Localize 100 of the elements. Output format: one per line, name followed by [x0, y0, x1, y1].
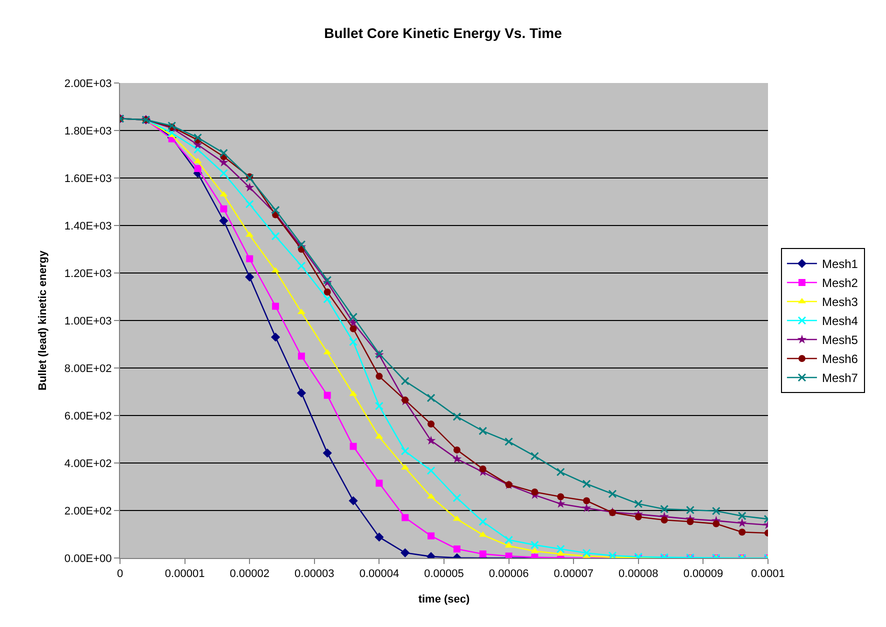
legend-label: Mesh4 [822, 314, 858, 328]
point [270, 332, 280, 342]
x-tick-label: 0.00009 [683, 568, 724, 580]
point [426, 394, 436, 402]
x-tick-label: 0.0001 [751, 568, 785, 580]
point [453, 545, 460, 552]
x-tick-label: 0.00005 [424, 568, 464, 580]
x-tick-label: 0.00001 [164, 568, 205, 580]
point [608, 551, 617, 558]
point [220, 205, 228, 212]
y-axis-title: Bullet (lead) kinetic energy [37, 250, 50, 390]
point [324, 288, 331, 296]
point [634, 500, 643, 508]
x-axis-title: time (sec) [418, 593, 470, 606]
point [168, 128, 176, 138]
x-tick-label: 0.00007 [554, 568, 594, 580]
point [504, 542, 513, 548]
point [400, 376, 410, 386]
point [556, 544, 565, 554]
point [660, 504, 669, 514]
point [374, 402, 384, 410]
point [530, 540, 539, 550]
point [686, 506, 694, 514]
point [194, 145, 202, 154]
point [271, 232, 280, 240]
point [737, 518, 747, 528]
x-tick-label: 0.00002 [230, 568, 270, 580]
point [426, 466, 436, 475]
x-tick-label: 0 [116, 568, 124, 580]
point [556, 550, 565, 556]
point [323, 294, 332, 304]
point [478, 531, 487, 537]
point [479, 465, 486, 472]
legend-label: Mesh2 [822, 276, 858, 290]
point [245, 272, 254, 282]
point [556, 498, 566, 508]
point [348, 496, 358, 506]
legend-label: Mesh5 [822, 333, 858, 348]
point [478, 517, 488, 526]
point [712, 520, 720, 528]
point [634, 513, 642, 520]
x-tick-label: 0.00006 [488, 568, 529, 580]
point [298, 352, 305, 360]
point [608, 490, 617, 498]
point [350, 325, 357, 332]
point [452, 494, 462, 502]
point [245, 200, 254, 208]
point [582, 548, 591, 558]
point [349, 338, 358, 346]
point [452, 412, 462, 421]
point [400, 446, 410, 456]
x-tick-label: 0.00008 [618, 568, 658, 580]
point [400, 548, 410, 558]
point [375, 433, 384, 439]
point [428, 532, 435, 540]
point [219, 216, 228, 226]
point [582, 480, 591, 488]
point [296, 388, 306, 398]
point [583, 497, 590, 504]
y-tick-label: 1.80E+03 [64, 125, 112, 138]
point [219, 148, 228, 158]
point [271, 206, 280, 214]
point [582, 503, 592, 512]
y-tick-label: 1.00E+03 [64, 315, 112, 328]
point [504, 437, 514, 446]
y-tick-label: 6.00E+02 [64, 410, 112, 422]
point [246, 255, 254, 262]
point [376, 480, 383, 487]
point [428, 420, 435, 428]
y-tick-label: 1.20E+03 [64, 268, 112, 280]
point [402, 514, 409, 522]
y-tick-label: 1.40E+03 [64, 220, 112, 232]
point [297, 262, 306, 270]
y-tick-label: 2.00E+02 [64, 505, 112, 518]
point [738, 528, 746, 536]
point [324, 392, 331, 399]
point [557, 493, 564, 500]
point [556, 468, 565, 476]
point [272, 302, 280, 310]
y-tick-label: 8.00E+02 [64, 362, 112, 375]
point [660, 516, 668, 524]
point [452, 454, 462, 463]
point [530, 452, 539, 460]
point [712, 506, 720, 516]
point [349, 312, 358, 322]
y-tick-label: 0.00E+00 [64, 552, 112, 565]
point [194, 133, 202, 142]
point [194, 165, 202, 172]
point [350, 442, 357, 450]
x-tick-label: 0.00004 [359, 568, 400, 580]
chart-title: Bullet Core Kinetic Energy Vs. Time [324, 25, 562, 42]
point [738, 512, 746, 520]
point [322, 448, 332, 458]
point [453, 446, 460, 454]
legend-label: Mesh6 [822, 352, 858, 366]
point [219, 169, 228, 178]
y-tick-label: 1.60E+03 [64, 172, 112, 185]
point [376, 372, 383, 380]
x-tick-label: 0.00003 [294, 568, 334, 580]
point [479, 550, 486, 558]
